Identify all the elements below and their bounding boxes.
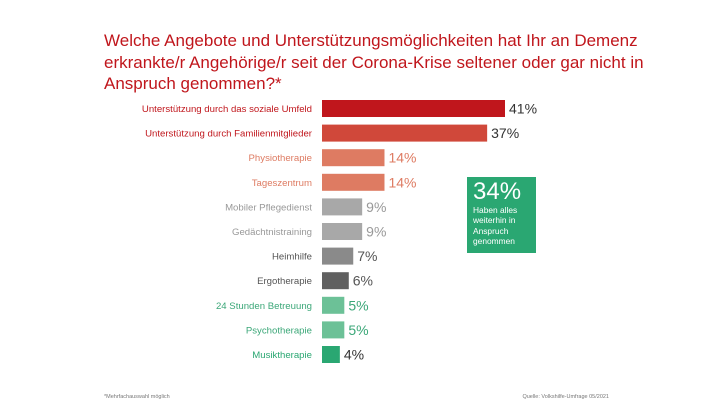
footnote: *Mehrfachauswahl möglich [104, 394, 170, 400]
bar [322, 223, 363, 240]
category-label: 24 Stunden Betreuung [216, 301, 312, 312]
category-label: Unterstützung durch das soziale Umfeld [142, 104, 312, 115]
bar [322, 346, 340, 363]
value-label: 41% [509, 101, 537, 117]
category-label: Psychotherapie [246, 325, 312, 336]
category-label: Tageszentrum [252, 178, 312, 189]
bar [322, 198, 363, 216]
bar [322, 321, 345, 339]
chart-title: Welche Angebote und Unterstützungsmöglic… [104, 31, 644, 93]
value-label: 37% [491, 125, 519, 141]
bar [322, 296, 345, 314]
category-label: Mobiler Pflegedienst [225, 202, 312, 213]
value-label: 14% [388, 174, 416, 190]
category-label: Heimhilfe [272, 252, 312, 263]
value-label: 9% [366, 224, 386, 240]
value-label: 9% [366, 199, 386, 215]
bar [322, 272, 349, 290]
bar [322, 173, 385, 191]
category-label: Ergotherapie [257, 276, 312, 287]
callout-box: 34% Haben alles weiterhin in Anspruch ge… [467, 177, 536, 253]
value-label: 5% [348, 322, 368, 338]
bar [322, 100, 505, 117]
callout-text: Haben alles weiterhin in Anspruch genomm… [473, 205, 518, 247]
category-label: Gedächtnistraining [232, 227, 312, 238]
callout-value: 34% [473, 178, 522, 205]
category-label: Unterstützung durch Familienmitglieder [145, 129, 313, 140]
bar [322, 124, 488, 142]
value-label: 14% [388, 150, 416, 166]
category-label: Musiktherapie [252, 350, 312, 361]
source-note: Quelle: Volkshilfe-Umfrage 05/2021 [522, 394, 609, 400]
value-label: 5% [348, 297, 368, 313]
value-label: 7% [357, 248, 377, 264]
value-label: 6% [353, 273, 373, 289]
category-label: Physiotherapie [249, 153, 312, 164]
bar [322, 247, 354, 265]
value-label: 4% [344, 347, 364, 363]
bar [322, 149, 385, 167]
